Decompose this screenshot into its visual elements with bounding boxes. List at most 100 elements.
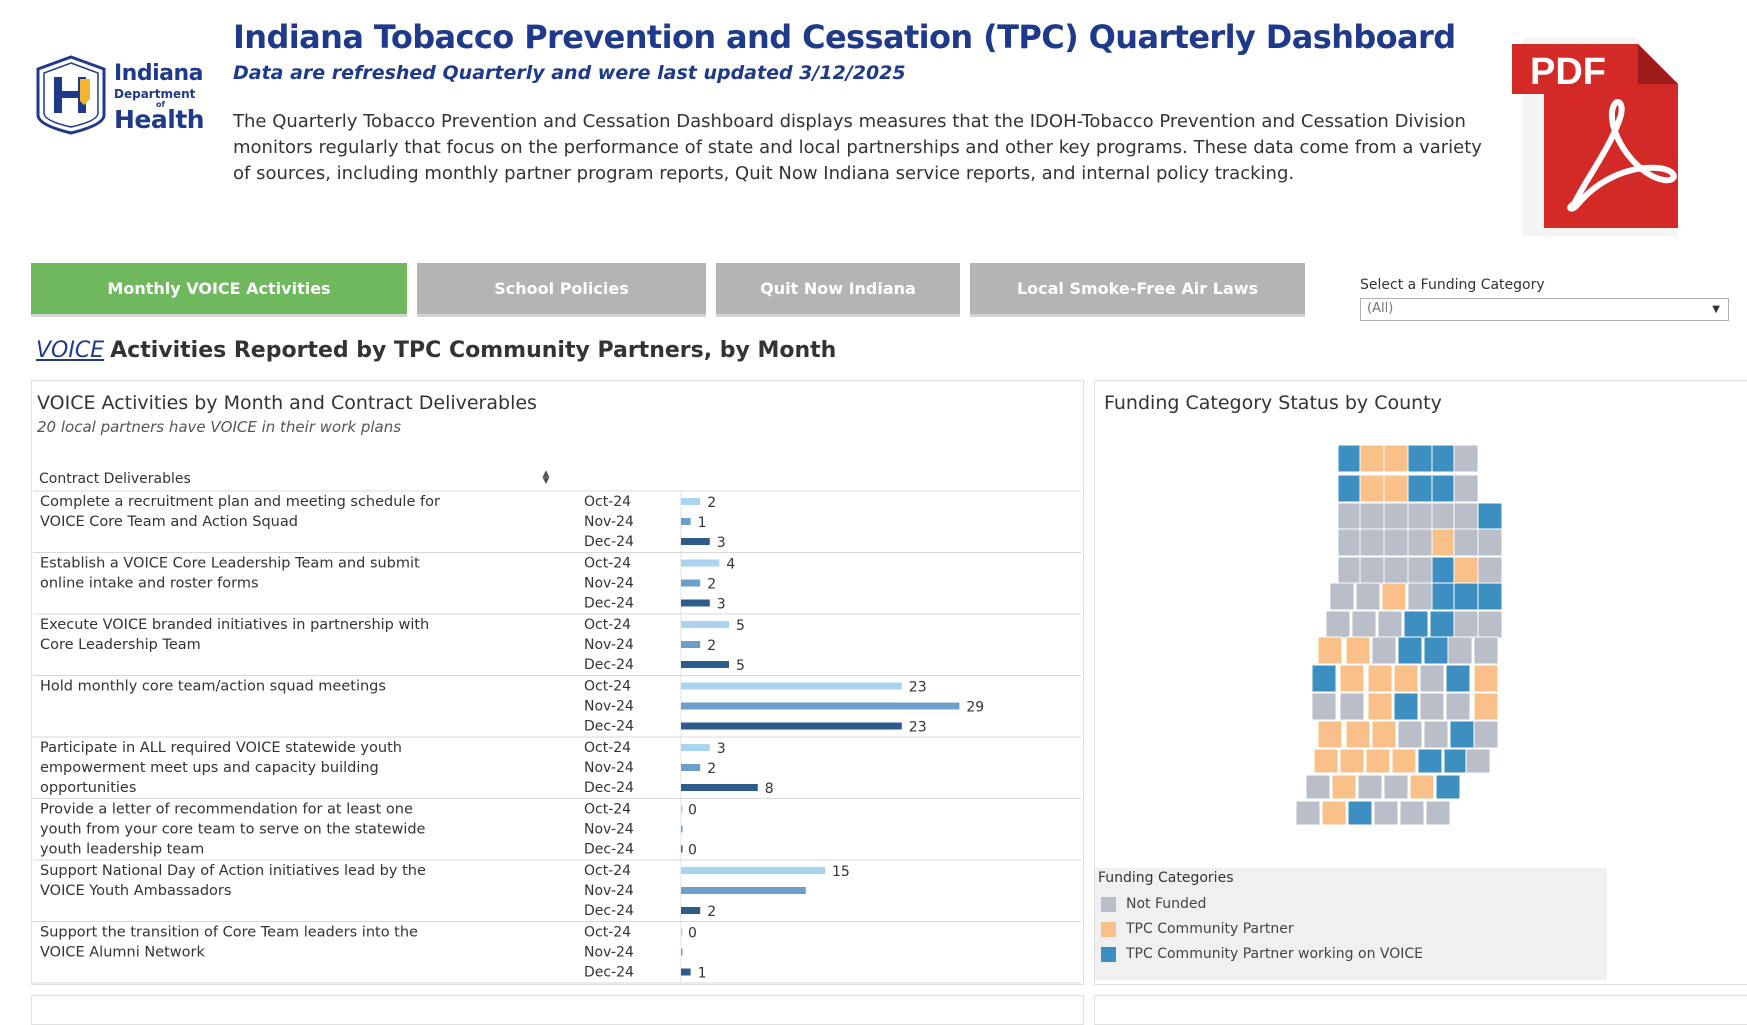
county-shape[interactable] xyxy=(1473,692,1499,721)
county-shape[interactable] xyxy=(1329,582,1355,611)
county-shape[interactable] xyxy=(1431,502,1457,531)
county-shape[interactable] xyxy=(1453,445,1479,473)
county-shape[interactable] xyxy=(1345,636,1371,665)
county-shape[interactable] xyxy=(1337,474,1363,503)
county-shape[interactable] xyxy=(1431,445,1457,473)
county-shape[interactable] xyxy=(1403,610,1429,639)
county-shape[interactable] xyxy=(1317,636,1343,665)
county-shape[interactable] xyxy=(1453,528,1479,557)
county-shape[interactable] xyxy=(1419,664,1445,693)
county-shape[interactable] xyxy=(1359,528,1385,557)
county-shape[interactable] xyxy=(1423,720,1449,749)
county-shape[interactable] xyxy=(1305,774,1331,800)
pdf-download-icon[interactable]: PDF xyxy=(1488,8,1718,238)
county-shape[interactable] xyxy=(1473,664,1499,693)
county-shape[interactable] xyxy=(1445,692,1471,721)
county-shape[interactable] xyxy=(1407,445,1433,473)
county-shape[interactable] xyxy=(1337,556,1363,585)
county-shape[interactable] xyxy=(1373,800,1399,826)
county-shape[interactable] xyxy=(1383,502,1409,531)
county-shape[interactable] xyxy=(1355,582,1381,611)
county-shape[interactable] xyxy=(1429,610,1455,639)
county-shape[interactable] xyxy=(1399,800,1425,826)
county-shape[interactable] xyxy=(1453,582,1479,611)
county-shape[interactable] xyxy=(1359,474,1385,503)
county-shape[interactable] xyxy=(1407,528,1433,557)
county-shape[interactable] xyxy=(1313,748,1339,774)
county-shape[interactable] xyxy=(1339,748,1365,774)
county-shape[interactable] xyxy=(1359,445,1385,473)
county-shape[interactable] xyxy=(1339,664,1365,693)
county-shape[interactable] xyxy=(1383,528,1409,557)
county-shape[interactable] xyxy=(1383,474,1409,503)
county-shape[interactable] xyxy=(1407,474,1433,503)
county-shape[interactable] xyxy=(1453,474,1479,503)
tab-monthly-voice-activities[interactable]: Monthly VOICE Activities xyxy=(31,263,407,317)
county-shape[interactable] xyxy=(1477,502,1503,531)
county-shape[interactable] xyxy=(1383,774,1409,800)
county-shape[interactable] xyxy=(1431,556,1457,585)
county-shape[interactable] xyxy=(1477,556,1503,585)
county-shape[interactable] xyxy=(1465,748,1491,774)
county-shape[interactable] xyxy=(1449,720,1475,749)
county-shape[interactable] xyxy=(1351,610,1377,639)
sort-icon[interactable]: ▲ ▼ xyxy=(542,469,550,486)
county-shape[interactable] xyxy=(1435,774,1461,800)
county-shape[interactable] xyxy=(1453,610,1479,639)
county-shape[interactable] xyxy=(1445,664,1471,693)
county-shape[interactable] xyxy=(1371,636,1397,665)
indiana-county-map[interactable] xyxy=(1290,445,1560,860)
county-shape[interactable] xyxy=(1425,800,1451,826)
county-shape[interactable] xyxy=(1337,502,1363,531)
county-shape[interactable] xyxy=(1359,502,1385,531)
county-shape[interactable] xyxy=(1453,502,1479,531)
legend-item-tpc-partner-voice[interactable]: TPC Community Partner working on VOICE xyxy=(1101,944,1423,964)
county-shape[interactable] xyxy=(1337,445,1363,473)
county-shape[interactable] xyxy=(1453,556,1479,585)
county-shape[interactable] xyxy=(1325,610,1351,639)
county-shape[interactable] xyxy=(1417,748,1443,774)
county-shape[interactable] xyxy=(1477,610,1503,639)
county-shape[interactable] xyxy=(1473,636,1499,665)
county-shape[interactable] xyxy=(1443,748,1469,774)
county-shape[interactable] xyxy=(1397,636,1423,665)
county-shape[interactable] xyxy=(1295,800,1321,826)
county-shape[interactable] xyxy=(1423,636,1449,665)
county-shape[interactable] xyxy=(1407,556,1433,585)
county-shape[interactable] xyxy=(1391,748,1417,774)
tab-school-policies[interactable]: School Policies xyxy=(417,263,706,317)
county-shape[interactable] xyxy=(1447,636,1473,665)
county-shape[interactable] xyxy=(1311,664,1337,693)
county-shape[interactable] xyxy=(1347,800,1373,826)
county-shape[interactable] xyxy=(1407,582,1433,611)
county-shape[interactable] xyxy=(1397,720,1423,749)
county-shape[interactable] xyxy=(1393,664,1419,693)
county-shape[interactable] xyxy=(1477,582,1503,611)
county-shape[interactable] xyxy=(1371,720,1397,749)
county-shape[interactable] xyxy=(1367,664,1393,693)
county-shape[interactable] xyxy=(1431,474,1457,503)
county-shape[interactable] xyxy=(1345,720,1371,749)
county-shape[interactable] xyxy=(1357,774,1383,800)
county-shape[interactable] xyxy=(1311,692,1337,721)
county-shape[interactable] xyxy=(1317,720,1343,749)
chevron-down-icon[interactable]: ▼ xyxy=(1712,304,1720,315)
county-shape[interactable] xyxy=(1367,692,1393,721)
legend-item-not-funded[interactable]: Not Funded xyxy=(1101,894,1206,914)
tab-local-smoke-free-air-laws[interactable]: Local Smoke-Free Air Laws xyxy=(970,263,1305,317)
county-shape[interactable] xyxy=(1407,502,1433,531)
county-shape[interactable] xyxy=(1337,528,1363,557)
county-shape[interactable] xyxy=(1431,528,1457,557)
county-shape[interactable] xyxy=(1477,528,1503,557)
county-shape[interactable] xyxy=(1359,556,1385,585)
county-shape[interactable] xyxy=(1431,582,1457,611)
county-shape[interactable] xyxy=(1321,800,1347,826)
county-shape[interactable] xyxy=(1419,692,1445,721)
county-shape[interactable] xyxy=(1409,774,1435,800)
county-shape[interactable] xyxy=(1365,748,1391,774)
county-shape[interactable] xyxy=(1381,582,1407,611)
county-shape[interactable] xyxy=(1377,610,1403,639)
funding-category-select[interactable]: (All) ▼ xyxy=(1360,298,1729,321)
county-shape[interactable] xyxy=(1383,556,1409,585)
county-shape[interactable] xyxy=(1339,692,1365,721)
